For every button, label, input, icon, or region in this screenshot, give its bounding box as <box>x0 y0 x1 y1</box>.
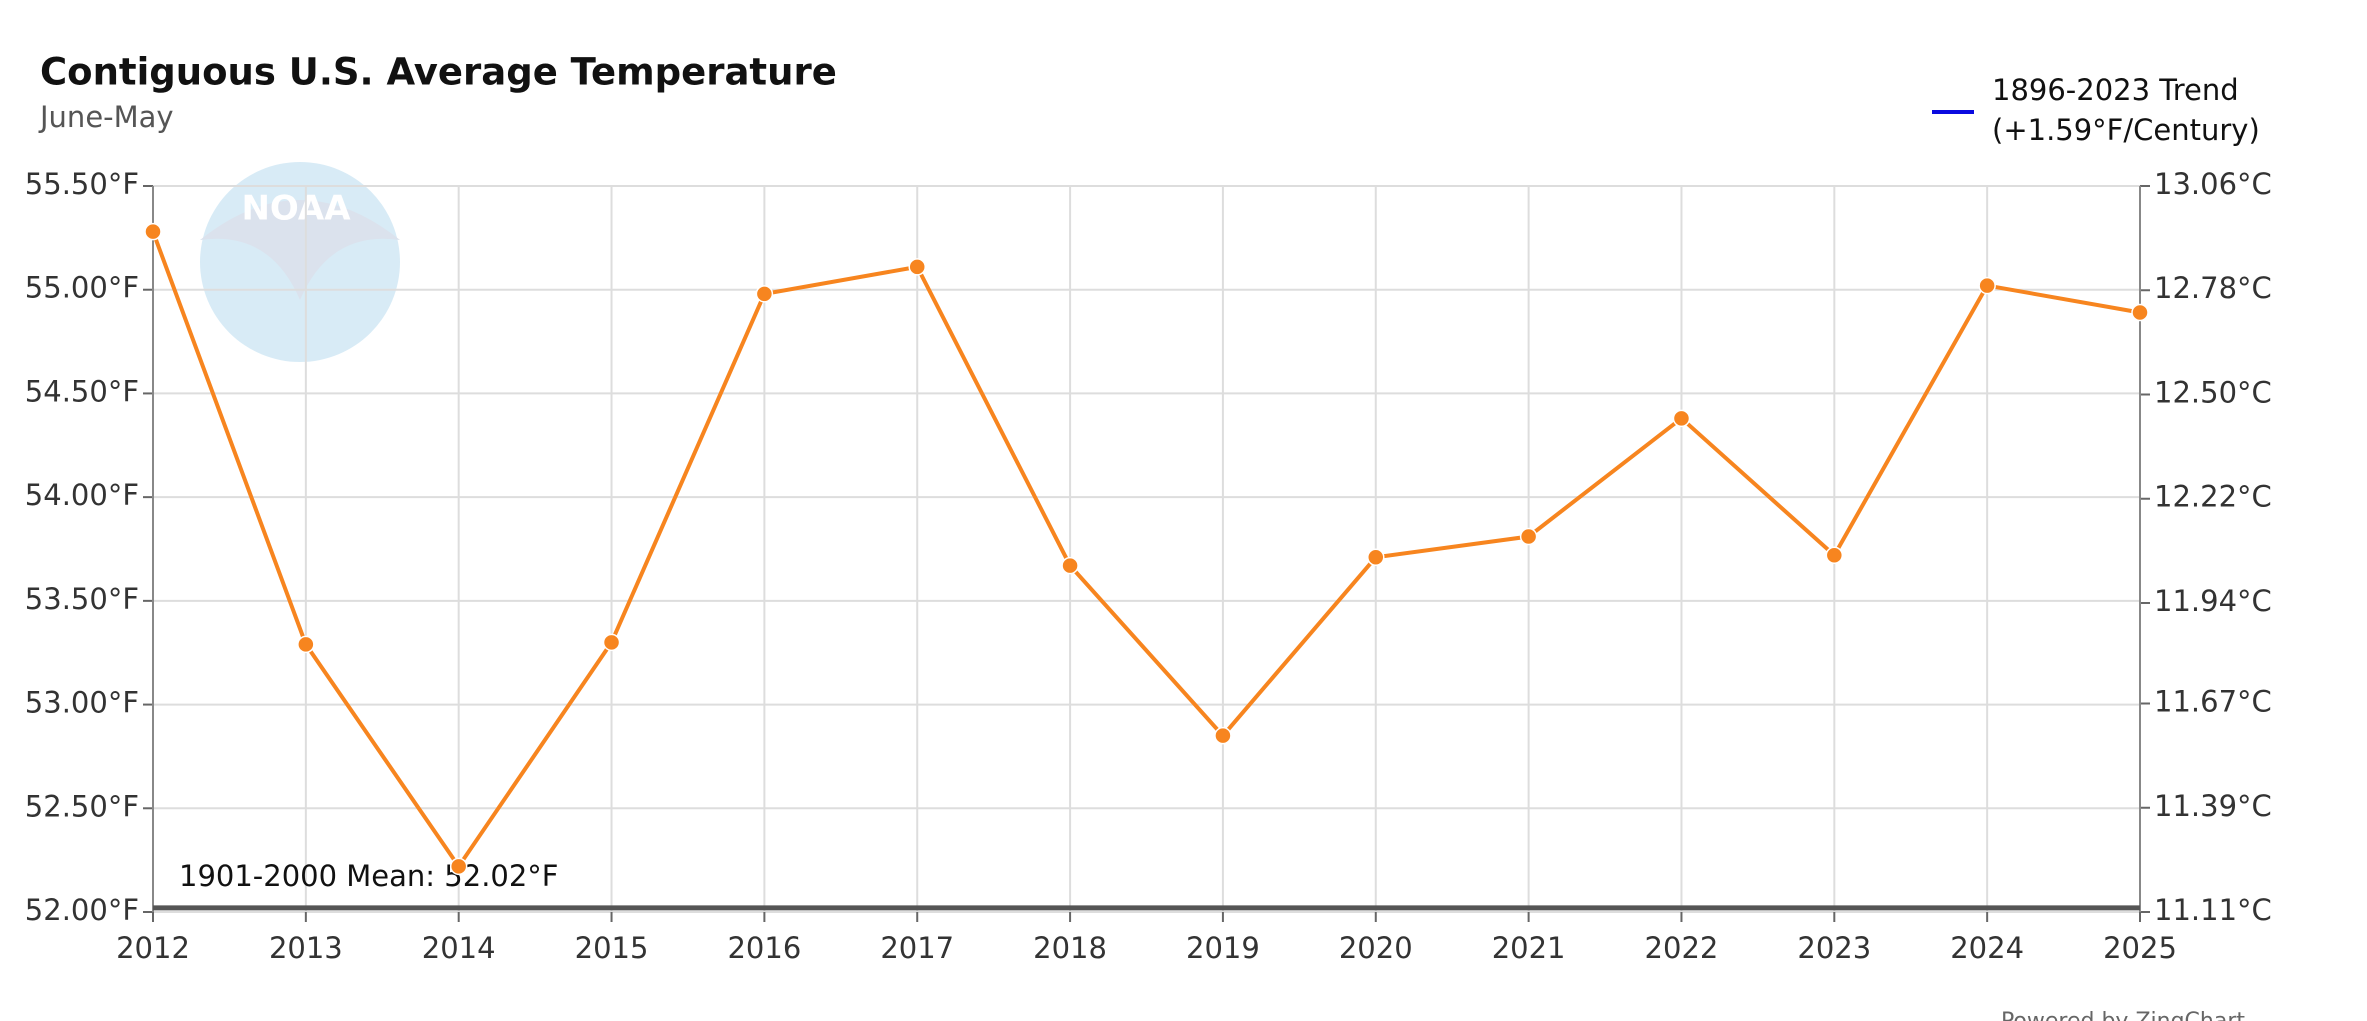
logo-bird <box>200 200 400 300</box>
point <box>1519 527 1538 546</box>
y2-tick-label: 12.22°C <box>2154 480 2272 514</box>
point <box>1214 726 1232 745</box>
point <box>2131 303 2149 322</box>
x-tick-label: 2023 <box>1797 931 1871 965</box>
x-tick-label: 2018 <box>1033 931 1107 965</box>
point <box>1061 556 1079 575</box>
y2-tick-label: 11.67°C <box>2154 685 2272 719</box>
y-tick-label: 54.50°F <box>25 374 139 408</box>
x-tick-label: 2025 <box>2103 931 2177 965</box>
point <box>602 633 621 652</box>
point <box>297 635 315 654</box>
y-tick-label: 54.00°F <box>25 478 139 512</box>
y2-tick-label: 13.06°C <box>2154 167 2272 201</box>
x-tick-label: 2015 <box>575 931 649 965</box>
y-tick-label: 52.00°F <box>25 893 139 927</box>
x-tick-label: 2017 <box>880 931 954 965</box>
x-tick-label: 2019 <box>1186 931 1260 965</box>
y-tick-label: 53.00°F <box>25 686 139 720</box>
logo-text: NOAA <box>241 189 351 229</box>
legend-label: 1896-2023 Trend <box>1992 73 2239 107</box>
x-tick-label: 2012 <box>116 931 190 965</box>
x-tick-label: 2024 <box>1950 931 2024 965</box>
y-tick-label: 55.50°F <box>25 167 139 201</box>
x-tick-label: 2022 <box>1645 931 1719 965</box>
point <box>1825 546 1844 564</box>
chart-title: Contiguous U.S. Average Temperature <box>40 51 837 94</box>
logo: NOAA <box>200 162 400 362</box>
point <box>1367 548 1385 567</box>
point <box>908 258 926 276</box>
y2-tick-label: 12.50°C <box>2154 375 2272 409</box>
x-tick-label: 2014 <box>422 931 496 965</box>
credit: Powered by ZingChart <box>2001 1009 2245 1021</box>
point <box>144 222 162 241</box>
x-tick-label: 2020 <box>1339 931 1413 965</box>
y-tick-label: 55.00°F <box>25 271 139 305</box>
y2-tick-label: 11.39°C <box>2154 789 2272 823</box>
y-tick-label: 53.50°F <box>25 582 139 616</box>
y2-tick-label: 11.94°C <box>2154 584 2272 618</box>
point <box>1978 276 1996 295</box>
x-tick-label: 2021 <box>1492 931 1566 965</box>
y2-tick-label: 11.11°C <box>2154 893 2272 927</box>
point <box>755 285 774 303</box>
x-tick-label: 2016 <box>727 931 801 965</box>
x-tick-label: 2013 <box>269 931 343 965</box>
series-line <box>151 230 2141 870</box>
y-tick-label: 52.50°F <box>25 789 139 823</box>
point <box>449 857 468 876</box>
point <box>1672 409 1691 428</box>
y2-tick-label: 12.78°C <box>2154 271 2272 305</box>
chart-subtitle: June-May <box>38 100 174 134</box>
mean-label: 1901-2000 Mean: 52.02°F <box>179 859 559 893</box>
legend-note: (+1.59°F/Century) <box>1992 113 2260 147</box>
